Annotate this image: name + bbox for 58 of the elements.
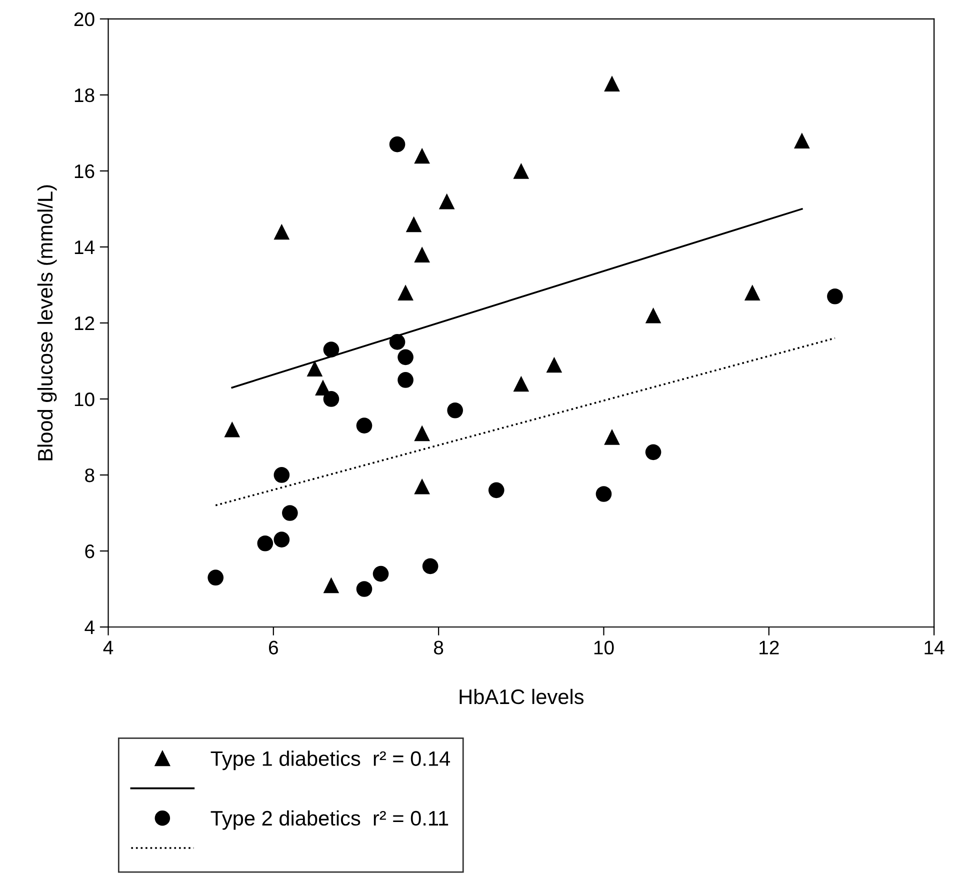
point bbox=[306, 360, 323, 376]
point bbox=[596, 486, 612, 502]
point bbox=[744, 284, 760, 300]
y-tick-label: 8 bbox=[85, 468, 94, 482]
y-tick-label: 16 bbox=[74, 164, 94, 178]
y-tick-label: 4 bbox=[84, 620, 94, 634]
point bbox=[224, 421, 240, 438]
point bbox=[406, 216, 422, 232]
y-tick-label: 18 bbox=[74, 88, 94, 102]
point bbox=[546, 356, 562, 373]
point bbox=[447, 402, 464, 418]
point bbox=[398, 372, 414, 388]
point bbox=[398, 284, 414, 300]
point bbox=[513, 376, 530, 392]
point bbox=[438, 193, 455, 210]
legend-label: Type 2 diabetics r² = 0.11 bbox=[210, 810, 448, 830]
point bbox=[323, 577, 340, 594]
y-tick-label: 10 bbox=[74, 392, 94, 406]
y-tick-label: 12 bbox=[74, 316, 94, 330]
y-tick-label: 20 bbox=[74, 12, 94, 26]
point bbox=[398, 349, 414, 366]
point bbox=[372, 566, 389, 582]
x-tick-label: 12 bbox=[760, 640, 779, 654]
y-tick-label: 14 bbox=[74, 240, 94, 254]
legend-label: Type 1 diabetics r² = 0.14 bbox=[210, 750, 450, 770]
point bbox=[414, 425, 430, 442]
x-tick-label: 4 bbox=[103, 640, 114, 654]
point bbox=[414, 246, 430, 262]
x-tick-label: 8 bbox=[434, 640, 444, 654]
point bbox=[274, 532, 290, 548]
y-axis-title: Blood glucose levels (mmol/L) bbox=[37, 185, 57, 460]
point bbox=[645, 444, 662, 460]
point bbox=[422, 558, 438, 574]
x-tick-label: 14 bbox=[924, 640, 944, 654]
point bbox=[389, 334, 406, 350]
point bbox=[257, 535, 274, 552]
point bbox=[208, 570, 224, 586]
point bbox=[356, 418, 372, 434]
point bbox=[794, 132, 810, 148]
point bbox=[274, 467, 290, 483]
point bbox=[389, 136, 406, 152]
point bbox=[282, 505, 298, 521]
x-axis-title: HbA1C levels bbox=[460, 688, 584, 704]
point bbox=[274, 224, 290, 240]
point bbox=[604, 429, 620, 445]
point bbox=[414, 478, 430, 494]
point bbox=[356, 581, 372, 597]
point bbox=[414, 148, 430, 164]
y-tick-label: 6 bbox=[85, 544, 94, 558]
point bbox=[323, 342, 340, 358]
point bbox=[513, 163, 530, 179]
point bbox=[323, 391, 340, 407]
x-tick-label: 6 bbox=[268, 640, 278, 654]
point bbox=[645, 307, 662, 324]
point bbox=[488, 482, 504, 498]
point bbox=[604, 76, 620, 92]
x-tick-label: 10 bbox=[594, 640, 614, 654]
point bbox=[827, 288, 843, 304]
